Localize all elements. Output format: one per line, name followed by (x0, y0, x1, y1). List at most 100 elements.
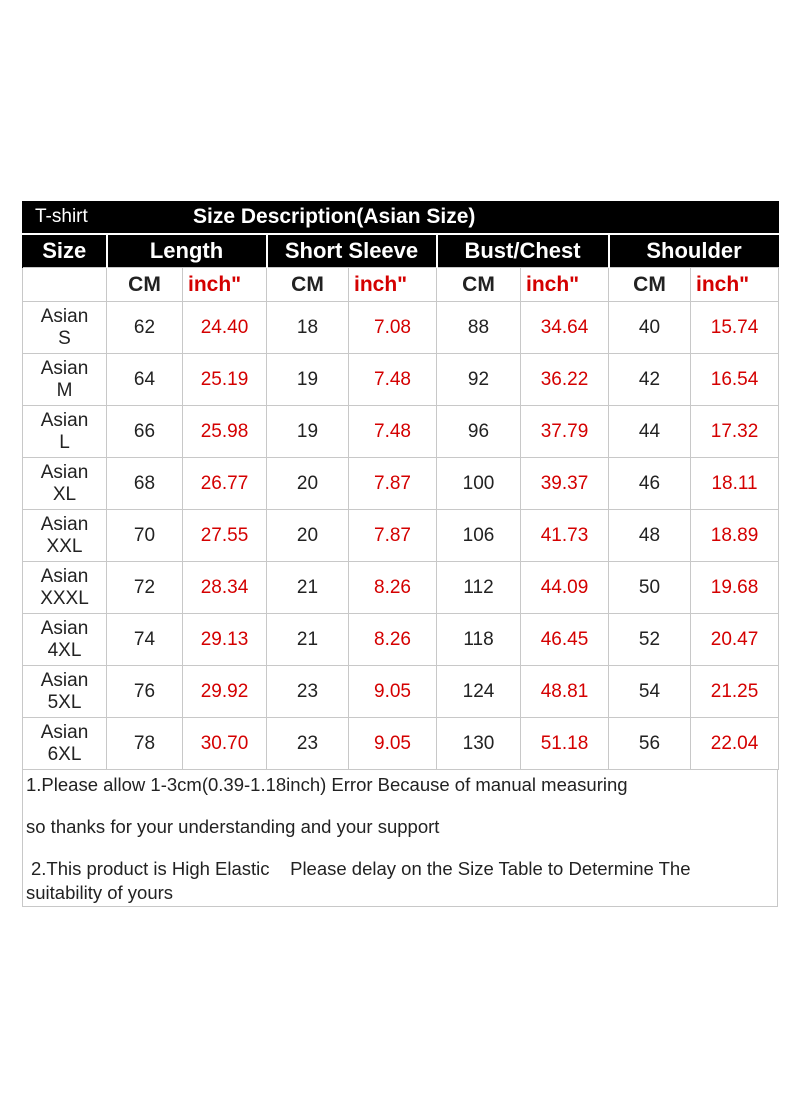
sleeve-inch-cell: 7.08 (348, 301, 437, 354)
shoulder-cm-cell: 46 (608, 457, 691, 510)
size-chart: T-shirt Size Description(Asian Size) Siz… (22, 201, 780, 907)
bust-inch-cell: 39.37 (520, 457, 609, 510)
shoulder-cm-cell: 42 (608, 353, 691, 406)
unit-cm: CM (266, 267, 349, 302)
bust-cm-cell: 112 (436, 561, 521, 614)
size-cell: Asian L (22, 405, 107, 458)
sleeve-inch-cell: 7.87 (348, 457, 437, 510)
length-cm-cell: 72 (106, 561, 183, 614)
col-size: Size (22, 232, 107, 268)
sleeve-cm-cell: 23 (266, 717, 349, 770)
length-inch-cell: 29.13 (182, 613, 267, 666)
length-cm-cell: 68 (106, 457, 183, 510)
bust-cm-cell: 130 (436, 717, 521, 770)
bust-cm-cell: 106 (436, 509, 521, 562)
size-prefix: Asian (40, 565, 89, 587)
length-inch-cell: 29.92 (182, 665, 267, 718)
col-shoulder: Shoulder (607, 232, 779, 268)
sleeve-inch-cell: 7.87 (348, 509, 437, 562)
bust-inch-cell: 44.09 (520, 561, 609, 614)
size-code: 5XL (47, 691, 82, 713)
length-cm-cell: 62 (106, 301, 183, 354)
bust-cm-cell: 124 (436, 665, 521, 718)
sleeve-inch-cell: 9.05 (348, 665, 437, 718)
table-row: Asian 4XL 74 29.13 21 8.26 118 46.45 52 20.47 (22, 613, 780, 666)
sleeve-cm-cell: 19 (266, 353, 349, 406)
shoulder-cm-cell: 40 (608, 301, 691, 354)
bust-cm-cell: 96 (436, 405, 521, 458)
bust-cm-cell: 118 (436, 613, 521, 666)
shoulder-cm-cell: 50 (608, 561, 691, 614)
unit-inch: inch" (689, 267, 780, 302)
note-line-1: 1.Please allow 1-3cm(0.39-1.18inch) Erro… (26, 774, 628, 795)
sleeve-cm-cell: 20 (266, 509, 349, 562)
bust-cm-cell: 92 (436, 353, 521, 406)
size-code: 6XL (47, 743, 82, 765)
shoulder-inch-cell: 17.32 (689, 405, 780, 458)
shoulder-cm-cell: 52 (608, 613, 691, 666)
bust-cm-cell: 100 (436, 457, 521, 510)
size-cell: Asian 4XL (22, 613, 107, 666)
bust-inch-cell: 37.79 (520, 405, 609, 458)
size-code: XXXL (40, 587, 89, 609)
shoulder-cm-cell: 56 (608, 717, 691, 770)
sleeve-inch-cell: 8.26 (348, 561, 437, 614)
bust-inch-cell: 51.18 (520, 717, 609, 770)
unit-cm: CM (608, 267, 691, 302)
bust-inch-cell: 34.64 (520, 301, 609, 354)
table-row: Asian XL 68 26.77 20 7.87 100 39.37 46 18.11 (22, 457, 780, 510)
unit-inch: inch" (348, 267, 437, 302)
table-row: Asian XXL 70 27.55 20 7.87 106 41.73 48 18.89 (22, 509, 780, 562)
length-cm-cell: 74 (106, 613, 183, 666)
sleeve-inch-cell: 9.05 (348, 717, 437, 770)
shoulder-cm-cell: 48 (608, 509, 691, 562)
length-inch-cell: 25.98 (182, 405, 267, 458)
unit-cm: CM (106, 267, 183, 302)
shoulder-inch-cell: 18.11 (689, 457, 780, 510)
product-label: T-shirt (22, 201, 183, 234)
sleeve-cm-cell: 19 (266, 405, 349, 458)
length-cm-cell: 78 (106, 717, 183, 770)
shoulder-inch-cell: 19.68 (689, 561, 780, 614)
shoulder-inch-cell: 18.89 (689, 509, 780, 562)
shoulder-inch-cell: 16.54 (689, 353, 780, 406)
size-prefix: Asian (40, 305, 89, 327)
unit-inch: inch" (182, 267, 267, 302)
size-cell: Asian XL (22, 457, 107, 510)
size-prefix: Asian (40, 617, 89, 639)
unit-blank (22, 267, 107, 302)
length-inch-cell: 24.40 (182, 301, 267, 354)
table-row: Asian S 62 24.40 18 7.08 88 34.64 40 15.74 (22, 301, 780, 354)
size-code: XL (52, 483, 77, 505)
size-cell: Asian XXXL (22, 561, 107, 614)
size-cell: Asian XXL (22, 509, 107, 562)
sleeve-cm-cell: 23 (266, 665, 349, 718)
length-inch-cell: 30.70 (182, 717, 267, 770)
table-row: Asian 6XL 78 30.70 23 9.05 130 51.18 56 22.04 (22, 717, 780, 770)
col-bust-chest: Bust/Chest (435, 232, 609, 268)
sleeve-inch-cell: 7.48 (348, 353, 437, 406)
unit-row: CM inch" CM inch" CM inch" CM inch" (22, 267, 780, 302)
sleeve-inch-cell: 7.48 (348, 405, 437, 458)
note-line-4: suitability of yours (26, 882, 174, 903)
unit-cm: CM (436, 267, 521, 302)
table-row: Asian L 66 25.98 19 7.48 96 37.79 44 17.32 (22, 405, 780, 458)
shoulder-inch-cell: 20.47 (689, 613, 780, 666)
size-code: L (59, 431, 70, 453)
col-short-sleeve: Short Sleeve (265, 232, 437, 268)
chart-title: Size Description(Asian Size) (181, 201, 780, 234)
length-inch-cell: 25.19 (182, 353, 267, 406)
bust-inch-cell: 48.81 (520, 665, 609, 718)
col-length: Length (105, 232, 267, 268)
table-row: Asian XXXL 72 28.34 21 8.26 112 44.09 50 19.68 (22, 561, 780, 614)
bust-inch-cell: 46.45 (520, 613, 609, 666)
note-line-2: so thanks for your understanding and you… (26, 816, 440, 837)
size-cell: Asian 5XL (22, 665, 107, 718)
size-code: 4XL (47, 639, 82, 661)
size-prefix: Asian (40, 409, 89, 431)
shoulder-inch-cell: 15.74 (689, 301, 780, 354)
size-prefix: Asian (40, 669, 89, 691)
length-cm-cell: 70 (106, 509, 183, 562)
size-prefix: Asian (40, 357, 89, 379)
bust-inch-cell: 36.22 (520, 353, 609, 406)
